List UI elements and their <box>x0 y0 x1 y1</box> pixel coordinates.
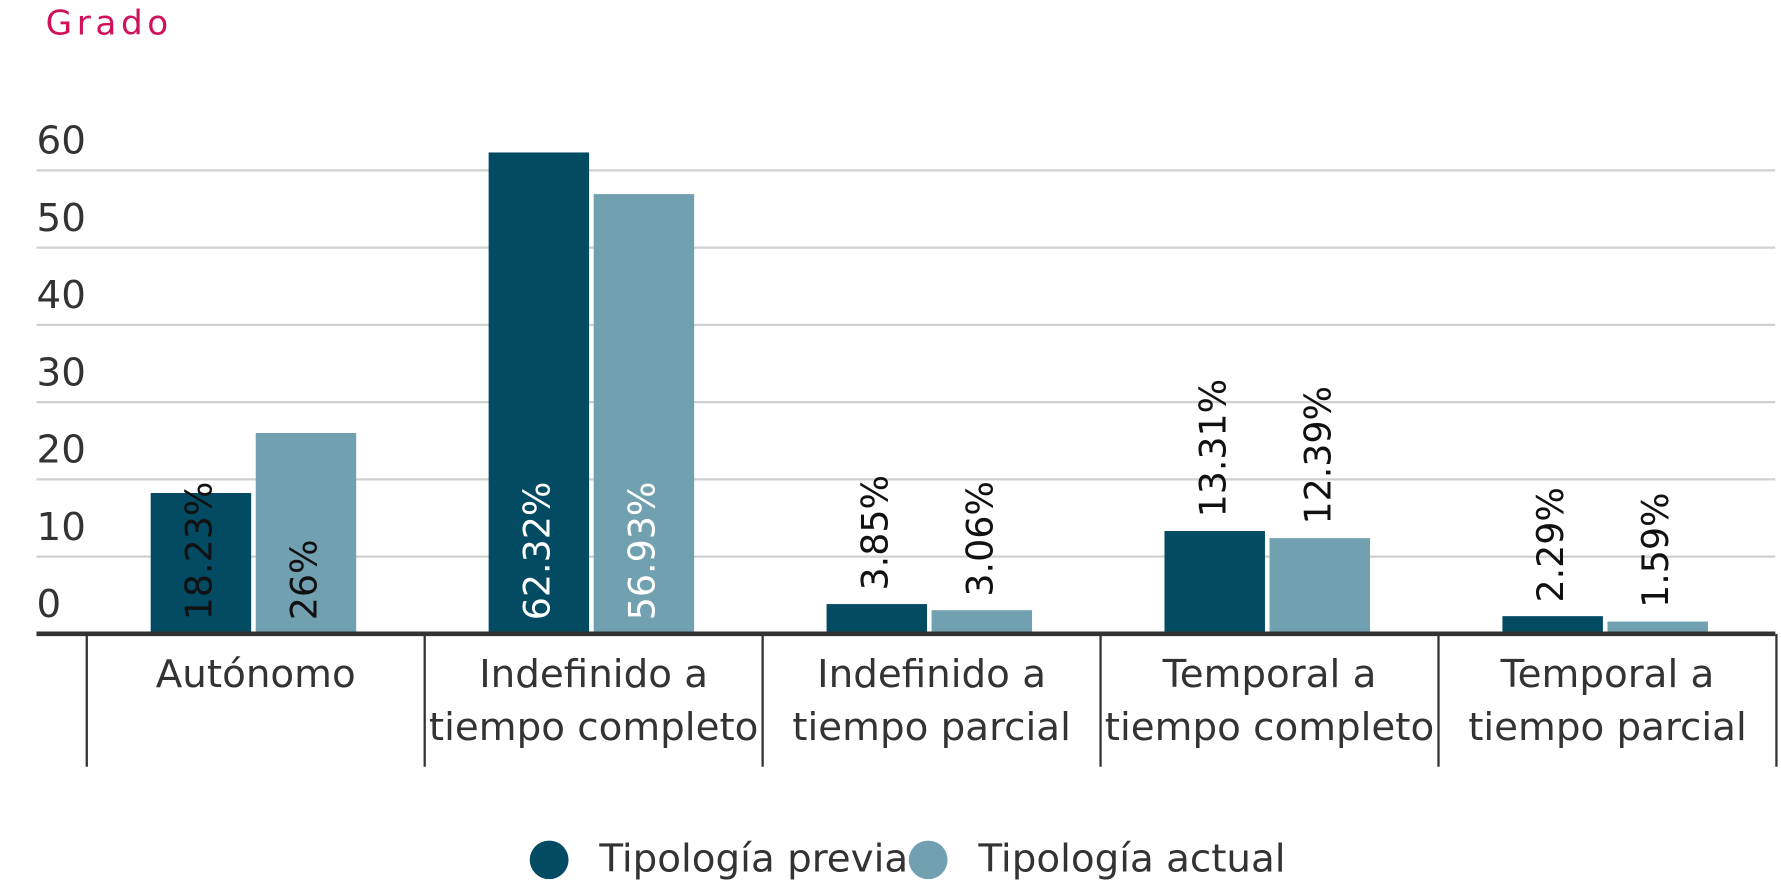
chart-subtitle: Grado <box>46 4 173 44</box>
data-label: 1.59% <box>1634 492 1677 607</box>
data-label: 13.31% <box>1191 379 1234 518</box>
x-tick-label: Autónomo <box>156 651 356 696</box>
x-tick-label-line: Indefinido a <box>817 651 1046 696</box>
y-tick-label: 0 <box>37 582 62 627</box>
x-tick-label: Temporal a tiempo parcial <box>1468 651 1747 749</box>
x-tick-label: Temporal a tiempo completo <box>1105 651 1434 749</box>
data-label: 18.23% <box>177 482 220 621</box>
x-tick-label: Indefinido a tiempo parcial <box>792 651 1071 749</box>
data-label: 26% <box>282 539 325 620</box>
x-tick-label-line: Temporal a <box>1500 651 1715 696</box>
legend-label: Tipología actual <box>977 837 1285 882</box>
data-label: 3.85% <box>853 475 896 590</box>
bar <box>1269 538 1370 634</box>
y-tick-label: 50 <box>37 196 86 241</box>
y-tick-label: 20 <box>37 428 86 473</box>
x-tick-label-line: tiempo parcial <box>792 705 1071 750</box>
legend-label: Tipología previa <box>598 837 908 882</box>
y-tick-label: 30 <box>37 350 86 395</box>
y-tick-label: 40 <box>37 273 86 318</box>
bar <box>255 433 357 634</box>
x-tick-label: Indefinido a tiempo completo <box>429 651 758 749</box>
bar <box>931 610 1033 634</box>
data-label: 3.06% <box>958 481 1001 596</box>
bar <box>1164 531 1265 634</box>
legend-marker <box>529 840 569 880</box>
data-label: 56.93% <box>620 482 663 621</box>
x-tick-label-line: Temporal a <box>1162 651 1377 696</box>
data-label: 12.39% <box>1296 386 1339 525</box>
bar <box>826 604 928 634</box>
data-label: 2.29% <box>1529 487 1572 602</box>
legend-marker <box>908 840 948 880</box>
bar <box>1502 616 1603 634</box>
y-tick-label: 10 <box>37 505 86 550</box>
x-tick-label-line: tiempo parcial <box>1468 705 1747 750</box>
x-tick-label-line: Autónomo <box>156 651 356 696</box>
bar <box>1607 621 1708 634</box>
x-tick-label-line: tiempo completo <box>429 705 758 750</box>
bar <box>488 152 590 634</box>
bar <box>593 194 695 634</box>
x-tick-label-line: tiempo completo <box>1105 705 1434 750</box>
bar <box>150 493 252 634</box>
y-tick-label: 60 <box>37 119 86 164</box>
data-label: 62.32% <box>515 482 558 621</box>
x-tick-label-line: Indefinido a <box>479 651 708 696</box>
